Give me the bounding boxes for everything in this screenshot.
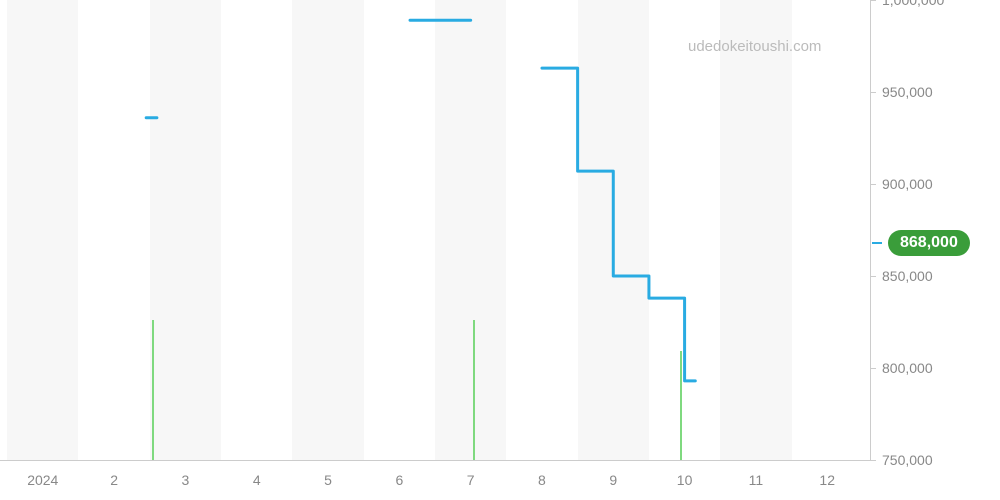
price-segment — [542, 68, 695, 381]
current-price-value: 868,000 — [900, 234, 958, 251]
price-line — [0, 0, 1000, 500]
current-price-badge: 868,000 — [888, 230, 970, 256]
current-price-tick — [872, 242, 882, 244]
price-chart: 750,000800,000850,000900,000950,0001,000… — [0, 0, 1000, 500]
watermark-text: udedokeitoushi.com — [688, 38, 821, 55]
